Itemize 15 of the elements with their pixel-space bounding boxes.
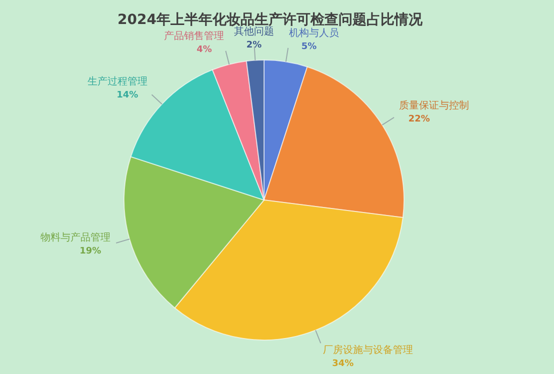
data-label: 2%	[246, 40, 262, 50]
slice-label: 其他问题	[234, 25, 274, 38]
data-label: 14%	[116, 90, 138, 100]
slice-label: 质量保证与控制	[399, 99, 470, 112]
data-label: 19%	[80, 246, 102, 257]
slice-label: 厂房设施与设备管理	[322, 344, 413, 356]
slice-label: 生产过程管理	[87, 75, 148, 88]
data-label: 22%	[408, 114, 430, 124]
slice-label: 机构与人员	[289, 26, 340, 39]
data-label: 5%	[301, 42, 317, 52]
slice-label: 产品销售管理	[164, 30, 224, 42]
data-label: 34%	[332, 358, 354, 369]
chart-title: 2024年上半年化妆品生产许可检查问题占比情况	[118, 11, 424, 28]
data-label: 4%	[196, 45, 212, 56]
slice-label: 物料与产品管理	[40, 232, 110, 244]
